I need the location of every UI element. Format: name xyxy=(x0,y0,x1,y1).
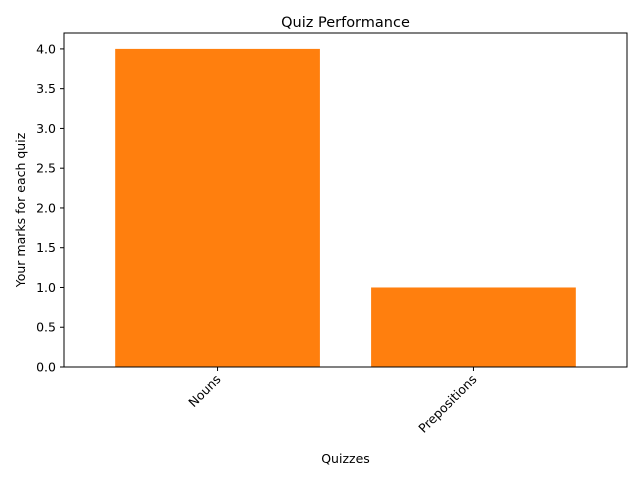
chart-title: Quiz Performance xyxy=(281,15,410,31)
y-tick-label: 2.5 xyxy=(36,161,56,176)
bars-layer xyxy=(115,48,576,368)
y-tick-label: 2.0 xyxy=(36,200,56,215)
y-tick-label: 1.5 xyxy=(36,240,56,255)
x-tick-label-prepositions: Prepositions xyxy=(415,372,479,436)
y-tick-label: 0.5 xyxy=(36,320,56,335)
y-axis-label: Your marks for each quiz xyxy=(13,132,28,288)
bar-prepositions xyxy=(371,287,576,367)
y-tick-label: 3.5 xyxy=(36,81,56,96)
y-ticks-layer: 0.0 0.5 1.0 1.5 2.0 2.5 3.0 3.5 4.0 xyxy=(36,41,64,375)
plot-frame xyxy=(63,32,628,368)
y-tick-label: 3.0 xyxy=(36,121,56,136)
x-ticks-layer: Nouns Prepositions xyxy=(185,367,480,436)
y-tick-label: 0.0 xyxy=(36,360,56,375)
bar-nouns xyxy=(115,48,320,368)
x-tick-label-nouns: Nouns xyxy=(185,372,223,410)
y-tick-label: 1.0 xyxy=(36,280,56,295)
x-axis-label: Quizzes xyxy=(321,451,370,466)
y-tick-label: 4.0 xyxy=(36,41,56,56)
